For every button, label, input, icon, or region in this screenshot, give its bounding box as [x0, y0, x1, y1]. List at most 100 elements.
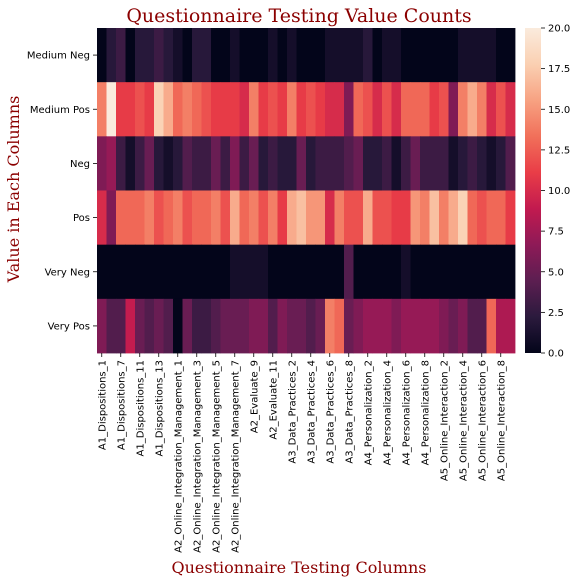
heatmap-cell	[192, 28, 202, 83]
heatmap-cell	[144, 244, 155, 300]
heatmap-cell	[477, 244, 487, 300]
x-tick-label: A1_Dispositions_7	[116, 360, 127, 450]
heatmap-cell	[325, 190, 335, 246]
heatmap-cell	[458, 82, 468, 137]
heatmap-cell	[486, 298, 497, 354]
heatmap-cell	[344, 82, 354, 137]
heatmap-cell	[401, 190, 411, 246]
heatmap-cell	[230, 244, 240, 300]
heatmap-cell	[135, 28, 145, 83]
heatmap-cell	[363, 190, 373, 246]
heatmap-cell	[401, 28, 411, 83]
heatmap-cell	[382, 82, 392, 137]
heatmap-cell	[353, 244, 364, 300]
heatmap-cell	[363, 28, 373, 83]
heatmap-cell	[268, 190, 278, 246]
heatmap-cell	[135, 244, 145, 300]
heatmap-cell	[192, 190, 202, 246]
heatmap-cell	[325, 244, 335, 300]
heatmap-cell	[306, 244, 316, 300]
heatmap-cell	[277, 28, 288, 83]
heatmap-cell	[363, 244, 373, 300]
heatmap-cell	[334, 82, 345, 137]
heatmap-cell	[334, 136, 345, 191]
heatmap-cell	[116, 190, 126, 246]
heatmap-cell	[410, 190, 421, 246]
colorbar-tick-label: 20.0	[548, 24, 570, 35]
heatmap-cell	[163, 82, 174, 137]
heatmap-cell	[192, 82, 202, 137]
heatmap-cell	[154, 244, 164, 300]
heatmap-cell	[192, 244, 202, 300]
heatmap-cell	[486, 244, 497, 300]
heatmap-cell	[372, 136, 383, 191]
heatmap-cell	[410, 136, 421, 191]
heatmap-cell	[477, 136, 487, 191]
heatmap-cell	[391, 136, 402, 191]
heatmap-cell	[429, 244, 440, 300]
heatmap-cell	[467, 82, 478, 137]
heatmap-cell	[410, 82, 421, 137]
x-tick-label: A4_Personalization_2	[363, 360, 374, 465]
heatmap-cell	[429, 82, 440, 137]
heatmap-cell	[258, 82, 269, 137]
heatmap-cell	[420, 298, 430, 354]
heatmap-cell	[287, 82, 297, 137]
heatmap-cell	[258, 298, 269, 354]
heatmap-cell	[477, 82, 487, 137]
x-tick-label: A3_Data_Practices_2	[287, 360, 298, 464]
heatmap-cell	[258, 136, 269, 191]
heatmap-cell	[116, 28, 126, 83]
heatmap-cell	[382, 190, 392, 246]
heatmap-cell	[192, 298, 202, 354]
heatmap-cell	[391, 298, 402, 354]
x-tick-label: A5_Online_Interaction_8	[496, 360, 507, 481]
heatmap-cell	[239, 136, 250, 191]
heatmap-cell	[163, 190, 174, 246]
heatmap-cell	[239, 298, 250, 354]
heatmap-cell	[239, 28, 250, 83]
heatmap-cell	[144, 136, 155, 191]
heatmap-cell	[391, 244, 402, 300]
heatmap-cell	[325, 298, 335, 354]
x-tick-label: A1_Dispositions_13	[154, 360, 165, 456]
heatmap-cell	[106, 136, 117, 191]
heatmap-cell	[230, 28, 240, 83]
heatmap-cell	[372, 28, 383, 83]
heatmap-cell	[230, 82, 240, 137]
heatmap-cell	[448, 190, 459, 246]
heatmap-cell	[125, 244, 136, 300]
heatmap-cell	[173, 82, 183, 137]
heatmap-cell	[306, 190, 316, 246]
colorbar-tick-label: 5.0	[548, 267, 564, 278]
heatmap-cell	[344, 190, 354, 246]
heatmap-cell	[163, 28, 174, 83]
heatmap-cell	[496, 82, 506, 137]
heatmap-cell	[296, 244, 307, 300]
heatmap-cell	[249, 82, 259, 137]
heatmap-cell	[353, 298, 364, 354]
heatmap-cell	[391, 28, 402, 83]
heatmap-cell	[334, 190, 345, 246]
heatmap-cell	[116, 298, 126, 354]
heatmap-cell	[211, 136, 221, 191]
chart-title: Questionnaire Testing Value Counts	[126, 5, 471, 27]
x-tick-label: A1_Dispositions_1	[97, 360, 108, 450]
heatmap-cell	[439, 244, 449, 300]
heatmap-cell	[401, 244, 411, 300]
x-tick-label: A4_Personalization_4	[382, 360, 393, 465]
x-tick-label: A5_Online_Interaction_6	[477, 360, 488, 481]
heatmap-cell	[486, 28, 497, 83]
heatmap-cell	[135, 298, 145, 354]
y-tick-label: Neg	[70, 159, 90, 170]
heatmap-cell	[97, 190, 107, 246]
heatmap-cell	[154, 82, 164, 137]
heatmap-cell	[97, 244, 107, 300]
heatmap-cell	[325, 82, 335, 137]
heatmap-cell	[315, 298, 326, 354]
heatmap-cell	[106, 28, 117, 83]
heatmap-cell	[154, 298, 164, 354]
heatmap-cell	[277, 298, 288, 354]
heatmap-cell	[306, 28, 316, 83]
x-tick-label: A3_Data_Practices_6	[325, 360, 336, 464]
